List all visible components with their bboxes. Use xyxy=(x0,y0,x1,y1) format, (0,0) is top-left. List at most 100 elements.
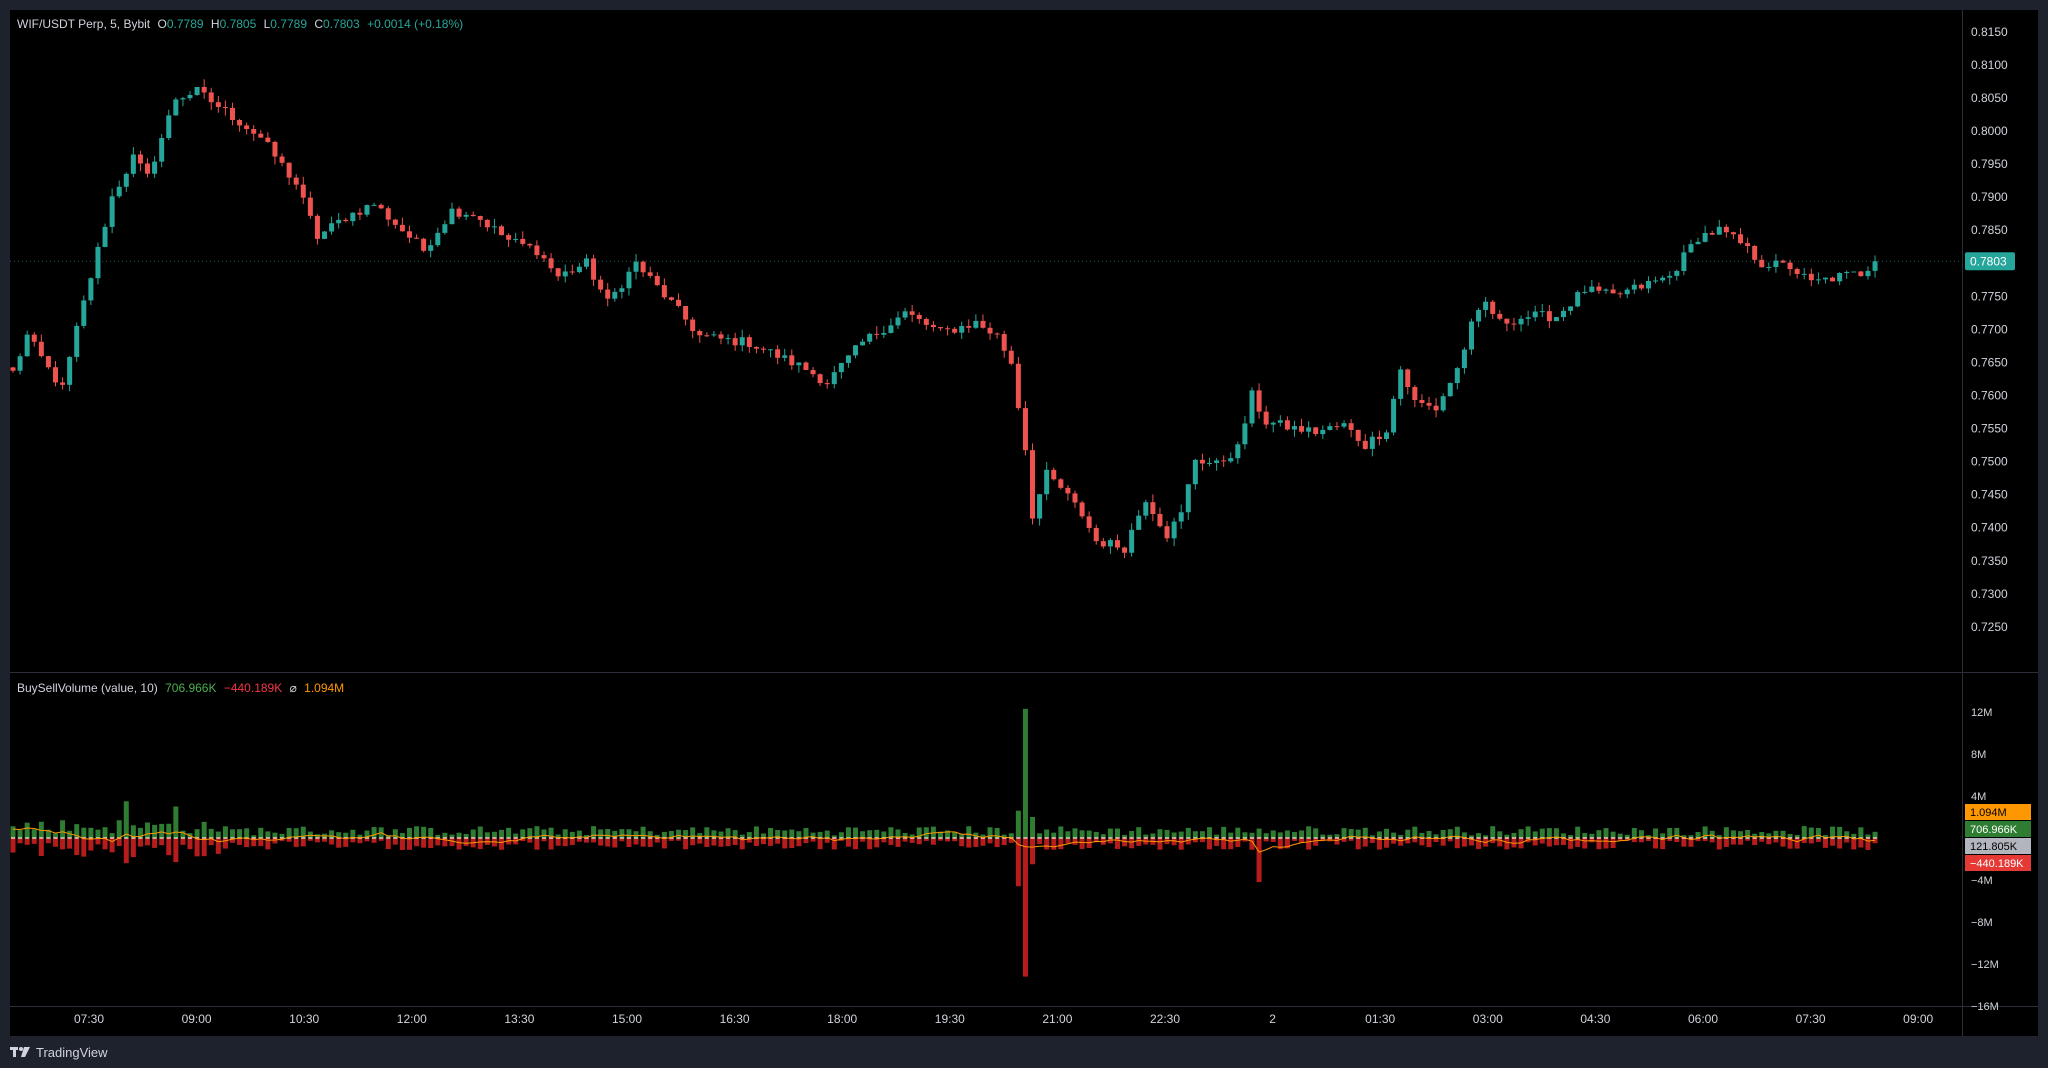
buy-volume-bar xyxy=(293,828,299,838)
candle-body xyxy=(1171,521,1177,539)
net-volume-mark xyxy=(1037,837,1042,839)
net-volume-mark xyxy=(1497,837,1502,839)
candle-body xyxy=(145,163,151,174)
time-scale[interactable] xyxy=(10,1006,2038,1036)
net-volume-mark xyxy=(1250,837,1254,839)
candle-body xyxy=(1419,400,1425,403)
buy-volume-bar xyxy=(583,835,589,838)
symbol-title[interactable]: WIF/USDT Perp, 5, Bybit xyxy=(17,17,151,31)
sell-volume-bar xyxy=(782,838,788,849)
buy-volume-bar xyxy=(881,831,887,838)
sell-volume-bar xyxy=(725,838,731,847)
candle-body xyxy=(838,362,844,373)
last-price-badge[interactable] xyxy=(1965,252,2015,271)
price-tick-label: 0.7350 xyxy=(1971,554,2008,568)
net-volume-mark xyxy=(542,837,546,839)
candle-body xyxy=(1794,269,1800,274)
buy-volume-bar xyxy=(1851,833,1857,838)
buy-volume-bar xyxy=(24,822,30,838)
buy-volume-bar xyxy=(329,830,335,838)
indicator-value-badge[interactable] xyxy=(1965,838,2031,854)
candle-body xyxy=(293,177,299,185)
candle-body xyxy=(1844,271,1850,274)
net-volume-mark xyxy=(775,837,780,839)
sell-volume-bar xyxy=(229,838,235,843)
net-volume-mark xyxy=(152,837,157,839)
time-tick-label: 07:30 xyxy=(1796,1012,1826,1026)
buy-volume-bar xyxy=(1107,828,1113,838)
indicator-value-badge[interactable] xyxy=(1965,821,2031,837)
candle-body xyxy=(499,226,505,236)
net-volume-mark xyxy=(188,837,192,839)
symbol-legend[interactable]: WIF/USDT Perp, 5, Bybit O0.7789 H0.7805 … xyxy=(17,17,467,31)
sell-volume-bar xyxy=(314,838,320,843)
buy-volume-bar xyxy=(1398,834,1404,838)
sell-volume-bar xyxy=(902,838,908,842)
net-volume-mark xyxy=(103,837,108,839)
indicator-value-badge[interactable] xyxy=(1965,804,2031,820)
buy-volume-bar xyxy=(548,827,554,838)
candle-body xyxy=(1306,427,1312,432)
candle-body xyxy=(1773,260,1779,268)
sell-volume-bar xyxy=(477,838,483,850)
candle-body xyxy=(414,237,420,239)
sell-volume-bar xyxy=(1610,838,1616,848)
net-volume-mark xyxy=(1320,837,1325,839)
buy-volume-bar xyxy=(399,833,405,838)
sell-volume-bar xyxy=(95,838,101,845)
net-volume-mark xyxy=(60,837,65,839)
net-volume-mark xyxy=(32,837,37,839)
candle-body xyxy=(1603,289,1609,291)
buy-volume-bar xyxy=(137,827,143,838)
sell-volume-bar xyxy=(357,838,363,844)
net-volume-mark xyxy=(173,837,178,839)
sell-volume-bar xyxy=(60,838,66,850)
net-volume-mark xyxy=(513,837,518,839)
net-volume-mark xyxy=(1150,837,1155,839)
sell-volume-bar xyxy=(1815,838,1821,842)
indicator-sell-value: −440.189K xyxy=(223,681,283,695)
sell-volume-bar xyxy=(116,838,122,847)
sell-volume-bar xyxy=(959,838,965,847)
price-tick-label: 0.8100 xyxy=(1971,58,2008,72)
net-volume-mark xyxy=(952,837,957,839)
sell-volume-bar xyxy=(1299,838,1305,844)
net-volume-mark xyxy=(1292,837,1297,839)
footer-brand[interactable]: TradingView xyxy=(10,1041,108,1063)
sell-volume-bar xyxy=(1596,838,1602,850)
sell-volume-bar xyxy=(385,838,391,850)
indicator-value-badge[interactable] xyxy=(1965,855,2031,871)
time-tick-label: 04:30 xyxy=(1580,1012,1610,1026)
buy-volume-bar xyxy=(683,830,689,838)
net-volume-mark xyxy=(202,837,207,839)
price-pane[interactable] xyxy=(10,10,1962,672)
buy-volume-bar xyxy=(605,829,611,838)
candle-body xyxy=(392,219,398,225)
sell-volume-bar xyxy=(1008,838,1014,843)
sell-volume-bar xyxy=(1426,838,1432,848)
candle-body xyxy=(782,355,788,358)
buy-volume-bar xyxy=(1178,831,1184,838)
volume-tick-label: 4M xyxy=(1971,791,1986,803)
net-volume-mark xyxy=(18,837,23,839)
candle-body xyxy=(491,226,497,228)
sell-volume-bar xyxy=(1369,838,1375,843)
candle-body xyxy=(1759,259,1765,268)
sell-volume-bar xyxy=(817,838,823,850)
candle-body xyxy=(435,232,441,246)
close-label: C xyxy=(314,17,324,31)
candle-body xyxy=(1228,458,1234,462)
candle-body xyxy=(1185,484,1191,513)
net-volume-mark xyxy=(478,837,483,839)
volume-tick-label: 12M xyxy=(1971,707,1992,719)
net-volume-mark xyxy=(1809,837,1814,839)
candle-body xyxy=(1461,349,1467,369)
sell-volume-bar xyxy=(1270,838,1276,842)
indicator-title[interactable]: BuySellVolume (value, 10) xyxy=(17,681,158,695)
sell-volume-bar xyxy=(428,838,434,849)
candle-body xyxy=(824,383,830,385)
indicator-legend[interactable]: BuySellVolume (value, 10) 706.966K −440.… xyxy=(17,681,348,695)
sell-volume-bar xyxy=(1822,838,1828,848)
sell-volume-bar xyxy=(1178,838,1184,850)
